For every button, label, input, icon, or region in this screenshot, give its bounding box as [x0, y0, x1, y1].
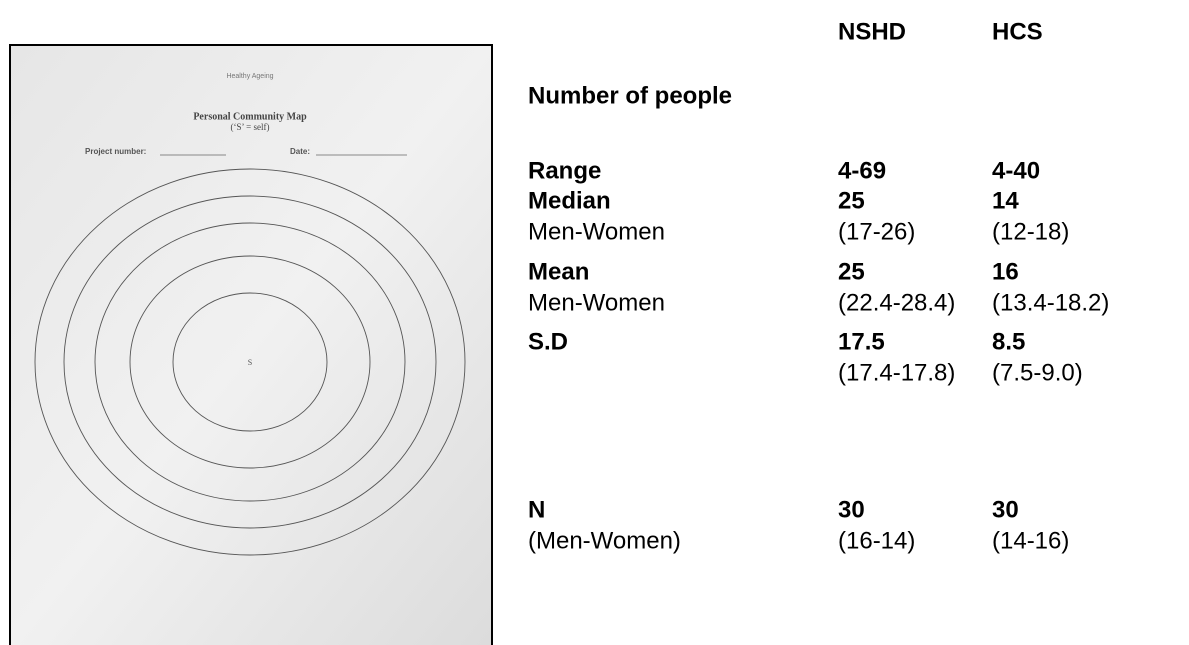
table-heading: Number of people	[528, 82, 732, 109]
page: Healthy Ageing Personal Community Map (‘…	[0, 0, 1189, 645]
cell-value: 16	[992, 258, 1019, 285]
slide: Healthy Ageing Personal Community Map (‘…	[0, 0, 1189, 645]
column-header: NSHD	[838, 18, 906, 45]
project-label: Project number:	[85, 147, 146, 156]
cell-range: (17-26)	[838, 218, 915, 245]
row-label: N	[528, 496, 545, 523]
cell-range: (7.5-9.0)	[992, 359, 1083, 386]
cell-value: 14	[992, 187, 1019, 214]
date-label: Date:	[290, 147, 310, 156]
row-label: S.D	[528, 328, 568, 355]
self-mark: S	[248, 358, 252, 367]
cell-value: 8.5	[992, 328, 1025, 355]
form-header: Healthy Ageing	[226, 73, 273, 80]
cell-value: 30	[992, 496, 1019, 523]
sub-label: (Men-Women)	[528, 527, 681, 554]
cell-range: (22.4-28.4)	[838, 289, 955, 316]
sub-label: Men-Women	[528, 289, 665, 316]
row-label: Mean	[528, 258, 589, 285]
sub-label: Men-Women	[528, 218, 665, 245]
cell-value: 30	[838, 496, 865, 523]
cell-value: 17.5	[838, 328, 885, 355]
row-label: Range	[528, 157, 601, 184]
column-header: HCS	[992, 18, 1043, 45]
form-title: Personal Community Map	[193, 111, 307, 122]
cell-range: (13.4-18.2)	[992, 289, 1109, 316]
cell-value: 25	[838, 258, 865, 285]
cell-value: 25	[838, 187, 865, 214]
table: NSHD HCS Number of people Range 4-69 4-40 Medi…	[528, 18, 1109, 554]
cell-range: (14-16)	[992, 527, 1069, 554]
cell-range: (17.4-17.8)	[838, 359, 955, 386]
cell-value: 4-40	[992, 157, 1040, 184]
row-label: Median	[528, 187, 611, 214]
cell-range: (16-14)	[838, 527, 915, 554]
form-subtitle: (‘S’ = self)	[231, 122, 270, 132]
cell-value: 4-69	[838, 157, 886, 184]
cell-range: (12-18)	[992, 218, 1069, 245]
form-image: Healthy Ageing Personal Community Map (‘…	[10, 45, 492, 645]
